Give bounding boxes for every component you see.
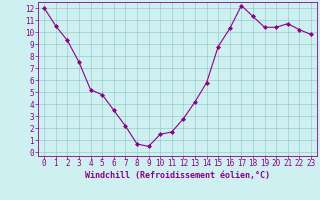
X-axis label: Windchill (Refroidissement éolien,°C): Windchill (Refroidissement éolien,°C) — [85, 171, 270, 180]
